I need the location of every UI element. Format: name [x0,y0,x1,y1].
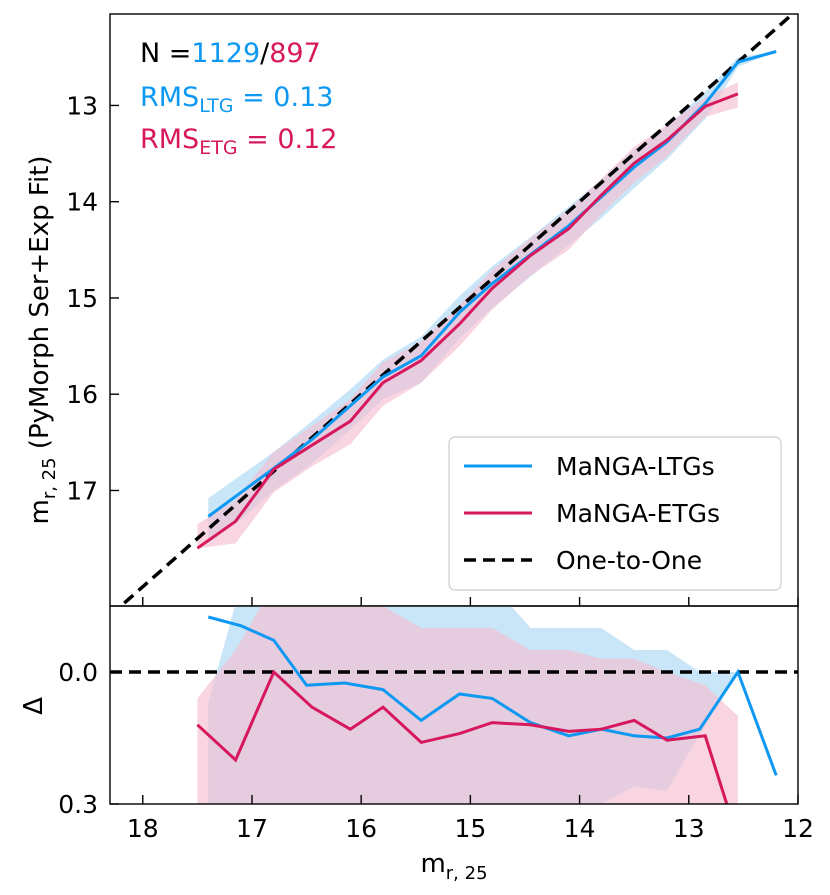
legend: MaNGA-LTGs MaNGA-ETGs One-to-One [448,436,782,591]
residual-panel-frame [109,605,799,805]
x-tick-label: 16 [345,814,377,843]
main-panel: 13 14 15 16 17 N =1129/897 RMSLTG = 0.13 RMS… [25,13,799,607]
rms-ltg-annotation: RMSLTG = 0.13 [140,82,333,117]
rms-ltg-value: = 0.13 [234,82,334,113]
residual-y-axis-title: Δ [19,697,49,715]
main-y-axis-title: mr, 25 (PyMorph Ser+Exp Fit) [25,155,60,524]
count-etg: 897 [269,38,321,69]
count-prefix: N = [140,38,191,69]
x-tick-label: 15 [454,814,486,843]
main-x-ticks [142,597,799,606]
etg-series-line [196,92,739,550]
residual-y-ticks: 0.0 0.3 [58,658,119,819]
etg-band-residual [197,606,738,804]
x-axis-title: mr, 25 [420,849,487,884]
main-plot-area [118,14,796,606]
x-tick-label: 13 [673,814,705,843]
etg-residual-line [196,669,729,804]
main-y-title-suffix: (PyMorph Ser+Exp Fit) [25,155,55,457]
x-tick-label: 12 [782,814,814,843]
main-y-title-main: m [25,499,55,524]
main-y-title-sub: r, 25 [39,457,60,499]
rms-etg-subscript: ETG [199,137,237,159]
rms-ltg-subscript: LTG [199,95,233,117]
main-y-tick-label: 16 [66,380,98,409]
main-y-tick-label: 17 [66,476,98,505]
legend-ltg-label: MaNGA-LTGs [556,452,715,481]
rms-etg-label: RMS [140,124,199,155]
x-tick-label: 14 [564,814,596,843]
one-to-one-line [118,14,796,606]
x-tick-label: 17 [236,814,268,843]
legend-one-to-one-label: One-to-One [556,546,702,575]
count-annotation: N =1129/897 [140,38,321,69]
x-title-main: m [420,849,445,879]
main-y-tick-label: 14 [66,188,98,217]
main-y-ticks: 13 14 15 16 17 [66,91,119,505]
x-tick-label: 18 [127,814,159,843]
main-y-tick-label: 15 [66,284,98,313]
rms-etg-value: = 0.12 [238,124,338,155]
residual-panel: 0.0 0.3 18 17 16 15 14 13 12 Δ mr, 25 [19,605,814,884]
rms-ltg-label: RMS [140,82,199,113]
rms-etg-annotation: RMSETG = 0.12 [140,124,337,159]
legend-box [448,436,782,591]
residual-y-tick-label: 0.3 [58,790,98,819]
residual-x-ticks: 18 17 16 15 14 13 12 [127,795,814,843]
main-y-tick-label: 13 [66,91,98,120]
x-title-sub: r, 25 [446,863,488,884]
residual-plot-area [110,606,798,804]
residual-y-tick-label: 0.0 [58,658,98,687]
legend-etg-label: MaNGA-ETGs [556,499,720,528]
count-ltg: 1129 [191,38,260,69]
count-separator: / [260,38,270,69]
ltg-residual-line [207,615,778,776]
